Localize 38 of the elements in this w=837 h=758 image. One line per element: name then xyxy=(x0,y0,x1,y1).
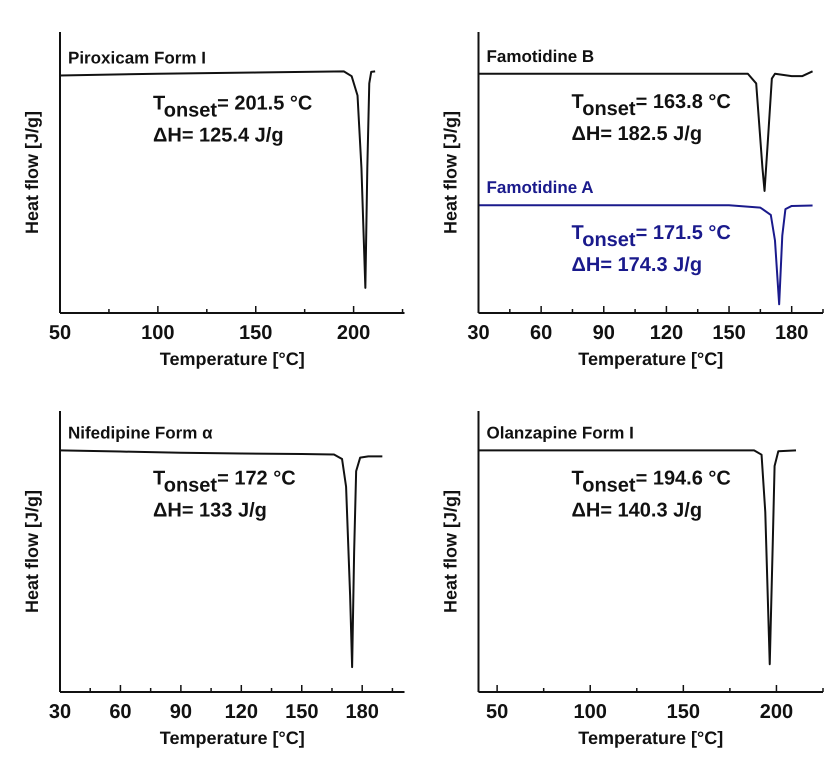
x-axis-title: Temperature [°C] xyxy=(160,728,305,748)
series-label: Olanzapine Form I xyxy=(486,423,634,442)
y-axis-title: Heat flow [J/g] xyxy=(440,110,460,234)
x-tick-label: 60 xyxy=(530,322,552,344)
x-tick-label: 150 xyxy=(239,322,272,344)
series-label: Famotidine A xyxy=(486,178,594,198)
x-axis-title: Temperature [°C] xyxy=(160,349,305,369)
x-axis-title: Temperature [°C] xyxy=(578,349,724,369)
x-tick-label: 90 xyxy=(170,701,192,723)
x-tick-label: 50 xyxy=(486,701,508,723)
x-axis-title: Temperature [°C] xyxy=(578,728,724,748)
x-tick-label: 180 xyxy=(346,701,379,723)
x-tick-label: 90 xyxy=(592,322,615,344)
y-axis-title: Heat flow [J/g] xyxy=(440,490,460,614)
x-tick-label: 150 xyxy=(712,322,746,344)
x-tick-label: 150 xyxy=(285,701,318,723)
y-axis-title: Heat flow [J/g] xyxy=(22,490,42,614)
annotation: ΔH= 140.3 J/g xyxy=(572,499,702,522)
x-tick-label: 180 xyxy=(774,322,808,344)
y-axis-title: Heat flow [J/g] xyxy=(22,110,42,234)
annotation: ΔH= 174.3 J/g xyxy=(572,254,702,276)
x-tick-label: 120 xyxy=(650,322,684,344)
series-label: Piroxicam Form I xyxy=(68,48,206,68)
series-label: Famotidine B xyxy=(486,46,594,66)
x-tick-label: 100 xyxy=(574,701,607,723)
x-tick-label: 30 xyxy=(467,322,490,344)
x-tick-label: 50 xyxy=(48,322,72,344)
annotation: ΔH= 133 J/g xyxy=(153,499,267,522)
annotation: ΔH= 182.5 J/g xyxy=(572,122,702,145)
x-tick-label: 120 xyxy=(224,701,258,723)
x-tick-label: 200 xyxy=(760,701,794,723)
x-tick-label: 60 xyxy=(109,701,132,723)
series-label: Nifedipine Form α xyxy=(68,423,214,442)
x-tick-label: 30 xyxy=(48,701,72,723)
x-tick-label: 150 xyxy=(666,701,700,723)
x-tick-label: 200 xyxy=(336,322,370,344)
x-tick-label: 100 xyxy=(141,322,175,344)
annotation: ΔH= 125.4 J/g xyxy=(153,124,284,146)
